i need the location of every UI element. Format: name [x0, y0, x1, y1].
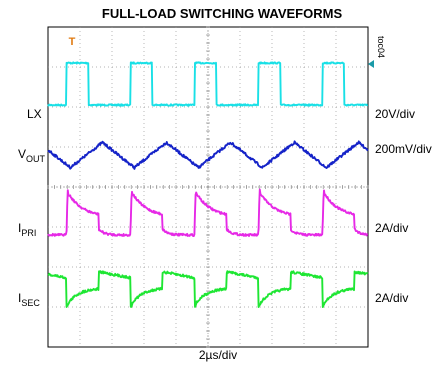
traces [47, 60, 374, 309]
trace-vout [47, 140, 369, 170]
channel-label: ISEC [18, 291, 40, 308]
ground-marker [368, 60, 374, 68]
chart-title: FULL-LOAD SWITCHING WAVEFORMS [102, 6, 343, 21]
channel-label: LX [27, 107, 42, 121]
channel-scale: 2A/div [375, 221, 408, 235]
trace-ipri [47, 188, 369, 238]
x-axis-scale: 2µs/div [199, 348, 237, 362]
channel-scale: 2A/div [375, 291, 408, 305]
channel-scale: 20V/div [375, 107, 415, 121]
trace-isec [47, 270, 369, 309]
channel-scale: 200mV/div [375, 142, 432, 156]
figure-tag: toc04 [376, 36, 386, 58]
channel-label: IPRI [18, 221, 36, 238]
grid [47, 26, 369, 348]
channel-label: VOUT [18, 147, 46, 164]
channel-labels: LX 20V/div VOUT 200mV/div IPRI 2A/div ISEC 2A/d… [18, 107, 432, 308]
trigger-marker: T [69, 36, 76, 48]
trace-lx [47, 61, 369, 107]
